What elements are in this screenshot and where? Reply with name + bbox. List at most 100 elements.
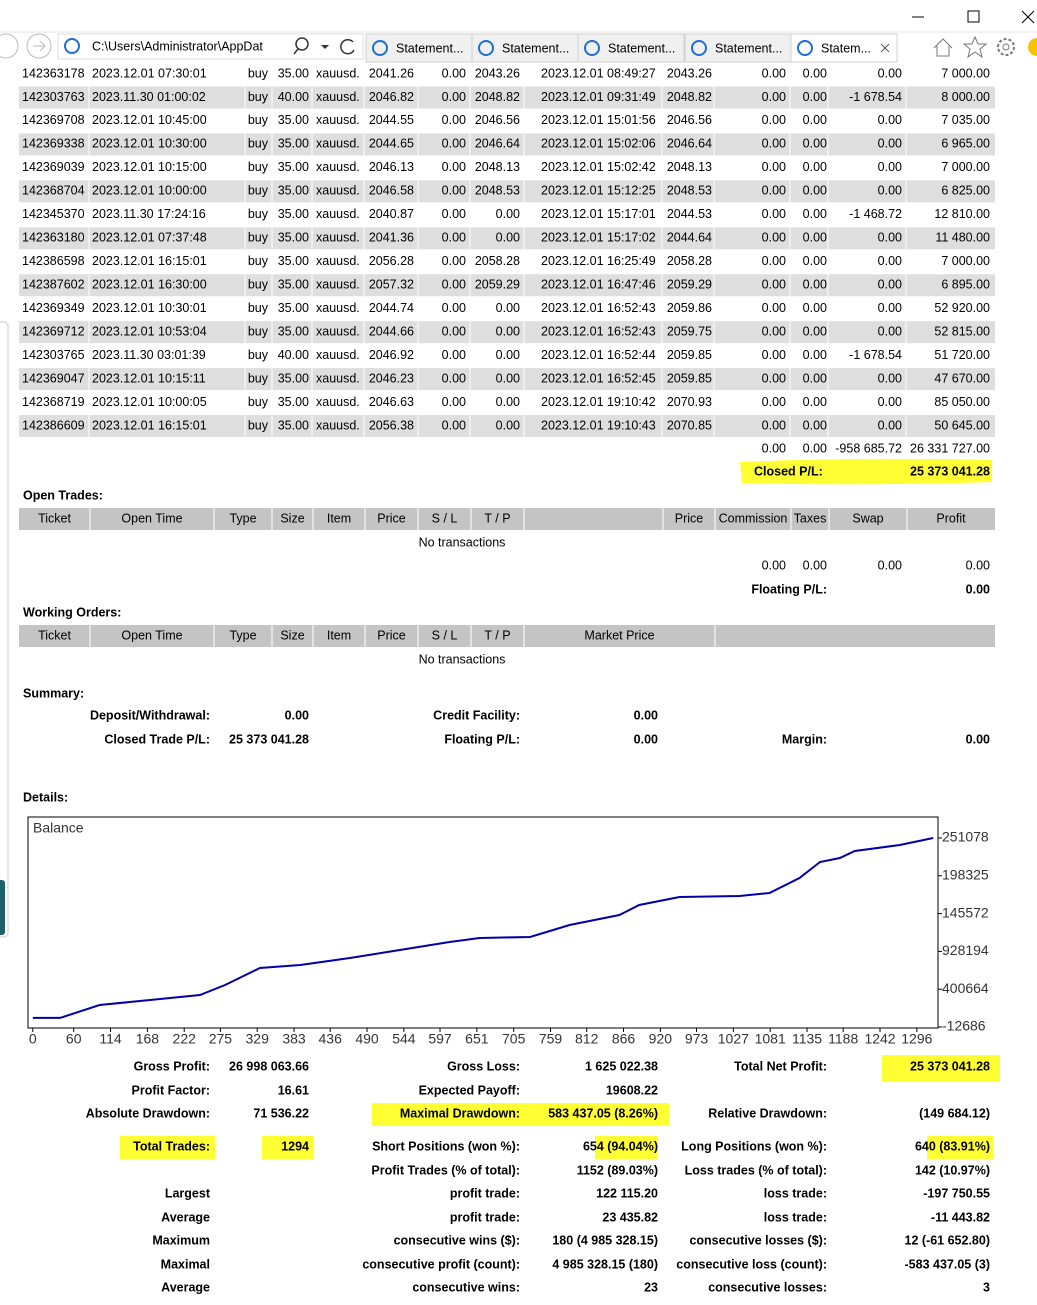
table-cell: 2043.26 bbox=[475, 66, 520, 80]
table-cell: 2023.12.01 08:49:27 bbox=[541, 66, 656, 80]
table-cell: 2023.12.01 16:52:44 bbox=[541, 348, 656, 362]
tab[interactable] bbox=[471, 33, 579, 63]
address-bar[interactable] bbox=[57, 33, 364, 60]
table-cell: 0.00 bbox=[878, 184, 902, 198]
table-cell: 2023.12.01 07:30:01 bbox=[92, 66, 207, 80]
tab[interactable] bbox=[365, 33, 473, 63]
column-header: Ticket bbox=[38, 628, 71, 642]
table-cell: 0.00 bbox=[442, 231, 466, 245]
field-value: 1294 bbox=[281, 1139, 309, 1153]
table-cell: 0.00 bbox=[442, 395, 466, 409]
table-cell: 2023.12.01 15:17:02 bbox=[541, 231, 656, 245]
forward-button[interactable] bbox=[26, 33, 52, 59]
field-label: Credit Facility: bbox=[433, 708, 520, 722]
table-cell: 142368719 bbox=[22, 395, 85, 409]
table-cell: 2023.12.01 10:00:05 bbox=[92, 395, 207, 409]
highlight bbox=[262, 1136, 314, 1159]
table-cell: 2046.56 bbox=[667, 113, 712, 127]
refresh-icon[interactable] bbox=[340, 38, 355, 55]
table-cell: buy bbox=[248, 278, 269, 292]
table-cell: xauusd. bbox=[316, 418, 360, 432]
table-cell: 2059.85 bbox=[667, 371, 712, 385]
table-cell: buy bbox=[248, 66, 269, 80]
table-cell: 0.00 bbox=[496, 371, 520, 385]
tab-icon bbox=[372, 40, 388, 56]
table-cell: buy bbox=[248, 137, 269, 151]
favorites-icon[interactable] bbox=[962, 35, 988, 59]
table-cell: 142387602 bbox=[22, 278, 85, 292]
table-cell: 142369712 bbox=[22, 324, 85, 338]
table-cell: 2046.64 bbox=[475, 137, 520, 151]
table-cell: 0.00 bbox=[442, 90, 466, 104]
field-label: Deposit/Withdrawal: bbox=[90, 708, 210, 722]
total-cell: 0.00 bbox=[966, 558, 990, 572]
tab[interactable] bbox=[790, 33, 898, 63]
highlight bbox=[927, 1136, 993, 1159]
table-cell: 35.00 bbox=[278, 254, 309, 268]
field-label: profit trade: bbox=[450, 1186, 520, 1200]
feedback-icon[interactable] bbox=[1028, 38, 1037, 56]
table-cell: 142363178 bbox=[22, 66, 85, 80]
table-cell: 2046.13 bbox=[369, 160, 414, 174]
column-header: Item bbox=[327, 511, 351, 525]
x-tick-label: 973 bbox=[685, 1031, 709, 1047]
table-cell: 0.00 bbox=[762, 184, 786, 198]
table-cell: 8 000.00 bbox=[941, 90, 990, 104]
field-value: 583 437.05 (8.26%) bbox=[548, 1106, 658, 1120]
close-button[interactable] bbox=[1021, 10, 1035, 24]
home-icon[interactable] bbox=[933, 38, 953, 57]
x-tick-label: 329 bbox=[246, 1031, 270, 1047]
column-header: Open Time bbox=[121, 628, 182, 642]
section-title: Open Trades: bbox=[23, 488, 103, 502]
table-cell: 0.00 bbox=[878, 160, 902, 174]
table-cell: 47 670.00 bbox=[934, 371, 990, 385]
y-tick-label: 198325 bbox=[942, 867, 989, 883]
table-cell: 142369708 bbox=[22, 113, 85, 127]
table-header bbox=[19, 625, 995, 647]
table-cell: 0.00 bbox=[442, 324, 466, 338]
table-cell: 52 815.00 bbox=[934, 324, 990, 338]
field-value: 23 435.82 bbox=[602, 1210, 658, 1224]
total-cell: 0.00 bbox=[803, 558, 827, 572]
x-tick-label: 436 bbox=[319, 1031, 343, 1047]
table-cell: 2023.11.30 17:24:16 bbox=[92, 207, 206, 221]
column-header: S / L bbox=[432, 511, 458, 525]
table-cell: 0.00 bbox=[762, 395, 786, 409]
table-cell: 2040.87 bbox=[369, 207, 414, 221]
table-cell: 0.00 bbox=[803, 137, 827, 151]
table-cell: 2023.12.01 16:25:49 bbox=[541, 254, 656, 268]
section-title: Details: bbox=[23, 790, 68, 804]
table-cell: 142363180 bbox=[22, 231, 85, 245]
y-tick-label: -12686 bbox=[942, 1018, 986, 1034]
dropdown-icon[interactable] bbox=[321, 45, 329, 49]
tab-label: Statement... bbox=[715, 41, 782, 55]
tabs: Statement... Statement... Statement... Stat… bbox=[365, 33, 898, 63]
table-cell: 0.00 bbox=[762, 418, 786, 432]
maximize-button[interactable] bbox=[967, 10, 980, 23]
x-tick-label: 544 bbox=[392, 1031, 416, 1047]
search-icon[interactable] bbox=[295, 37, 309, 51]
table-cell: 2048.53 bbox=[667, 184, 712, 198]
table-cell: 0.00 bbox=[803, 160, 827, 174]
back-button[interactable] bbox=[0, 33, 19, 59]
table-cell: 35.00 bbox=[278, 395, 309, 409]
x-tick-label: 1081 bbox=[755, 1031, 786, 1047]
total-cell: 0.00 bbox=[803, 441, 827, 455]
table-cell: xauusd. bbox=[316, 184, 360, 198]
table-cell: 2023.12.01 15:02:06 bbox=[541, 137, 656, 151]
table-cell: 11 480.00 bbox=[935, 231, 990, 245]
field-value: 0.00 bbox=[634, 708, 658, 722]
table-cell: 2059.75 bbox=[667, 324, 712, 338]
field-value: 654 (94.04%) bbox=[583, 1139, 658, 1153]
table-cell: xauusd. bbox=[316, 371, 360, 385]
tab-icon bbox=[478, 40, 494, 56]
column-header: T / P bbox=[484, 511, 510, 525]
settings-icon[interactable] bbox=[997, 38, 1015, 56]
tab[interactable] bbox=[684, 33, 792, 63]
column-header: Type bbox=[229, 511, 256, 525]
field-label: Margin: bbox=[782, 732, 827, 746]
table-cell: 0.00 bbox=[442, 418, 466, 432]
table-cell: 142369349 bbox=[22, 301, 85, 315]
table-cell: 2046.92 bbox=[369, 348, 414, 362]
tab[interactable] bbox=[577, 33, 685, 63]
